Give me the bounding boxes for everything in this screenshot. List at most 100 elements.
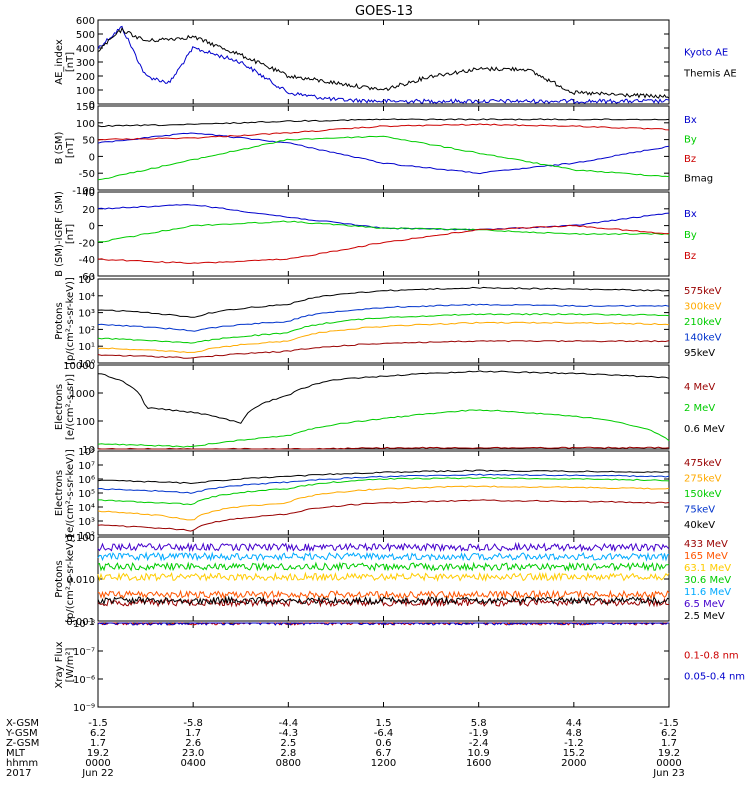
x-tick-label: 0800 [276,758,301,769]
panel-frame [97,19,670,105]
y-tick-label: 10⁻⁷ [73,647,95,658]
x-row-label: 2017 [6,768,31,779]
y-tick-label: 10² [78,531,95,542]
y-tick-label: 10⁸ [78,447,95,458]
x-tick-label: 2.8 [280,748,296,759]
legend-item: 0.6 MeV [684,424,725,435]
y-axis-label-line: B (SM) [54,131,65,164]
series-line-475kev [97,499,670,532]
series-line-kyoto-ae [97,25,670,105]
legend-item: By [684,230,697,241]
legend-item: Bz [684,251,696,262]
x-row-label: X-GSM [6,718,39,729]
legend-item: Bz [684,154,696,165]
y-axis-label: Xray Flux[W/m²] [54,641,76,688]
panel-frame [97,105,670,191]
y-axis-label-line: Protons [54,302,65,339]
y-tick-label: 0 [89,100,95,111]
x-tick-label: -2.4 [469,738,489,749]
series-line-210kev [97,313,670,344]
y-tick-label: -60 [79,272,95,283]
x-tick-label: -1.5 [88,718,108,729]
y-tick-label: 200 [76,72,95,83]
x-tick-label: 0.6 [376,738,392,749]
x-tick-label: 1.5 [376,718,392,729]
x-tick-label: 2.6 [185,738,201,749]
legend-item: 275keV [684,473,722,484]
panel-electrons-kev: 10⁸10⁷10⁶10⁵10⁴10³10²Electrons[e/(cm²-s-… [54,447,722,542]
y-tick-label: 10⁴ [78,503,95,514]
y-tick-label: 0.001 [66,617,95,628]
series-line-140kev [97,303,670,332]
x-row-label: MLT [6,748,26,759]
series-line-4-mev [97,446,670,450]
y-axis-label-line: [W/m²] [65,647,76,682]
legend-item: 2.5 MeV [684,611,725,622]
legend-item: By [684,134,697,145]
series-line-30-6-mev [97,561,670,572]
panel-frame [97,536,670,622]
x-row-label: Y-GSM [5,728,38,739]
x-tick-label: 4.4 [566,718,582,729]
x-tick-label: Jun 23 [652,768,685,779]
y-axis-label-line: AE_index [54,39,65,85]
series-line-40kev [97,469,670,485]
series-line-575kev [97,340,670,359]
x-row-label: Z-GSM [6,738,39,749]
legend-item: 575keV [684,286,722,297]
x-tick-label: 10.9 [468,748,490,759]
x-tick-label: 0000 [656,758,681,769]
y-tick-label: 400 [76,44,95,55]
y-axis-label-line: [e/(cm²-s-sr)] [65,374,76,440]
series-line-6-5-mev [97,541,670,553]
y-axis-label-line: Electrons [54,384,65,430]
y-axis-label-line: [p/(cm²-s-sr-keV)] [65,535,76,623]
x-tick-label: -1.2 [564,738,584,749]
y-axis-label-line: [nT] [65,138,76,158]
panel-b-sm: 150 100 50 0 -50 -100 B (SM)[nT] Bx By Bz Bmag [54,102,713,197]
x-tick-label: -5.8 [183,718,203,729]
legend-item: 150keV [684,489,722,500]
y-tick-label: 500 [76,30,95,41]
y-tick-label: 10⁰ [78,359,95,370]
series-line-165-mev [97,589,670,600]
y-tick-label: 10000 [63,361,95,372]
series-line-bx [97,132,670,175]
y-tick-label: 10⁷ [78,461,95,472]
legend-item: 30.6 MeV [684,575,731,586]
legend-item: 140keV [684,333,722,344]
y-tick-label: 100 [76,86,95,97]
x-tick-label: 19.2 [87,748,109,759]
legend-item: 0.1-0.8 nm [684,651,739,662]
x-tick-label: -4.3 [279,728,299,739]
x-tick-label: 6.2 [90,728,106,739]
x-tick-label: 2000 [561,758,586,769]
x-tick-label: Jun 22 [81,768,114,779]
y-tick-label: 10⁻⁸ [73,619,95,630]
x-row-label: hhmm [6,758,38,769]
panel-xray: 10⁻⁸ 10⁻⁷ 10⁻⁶ 10⁻⁹ Xray Flux[W/m²] 0.1-0.8 n… [54,619,745,714]
y-tick-label: 10⁵ [78,489,95,500]
series-line-0-6-mev [97,370,670,424]
legend-item: 475keV [684,458,722,469]
x-tick-label: 15.2 [563,748,585,759]
y-tick-label: 0.100 [66,533,95,544]
panel-frame [97,622,670,708]
x-tick-label: 0400 [180,758,205,769]
y-tick-label: 0 [89,152,95,163]
x-tick-label: 23.0 [182,748,204,759]
y-axis-label: Protons[p/(cm²-s-sr-keV)] [54,535,76,623]
legend-item: 11.6 MeV [684,587,731,598]
x-tick-label: 5.8 [471,718,487,729]
y-axis-label: AE_index[nT] [54,39,76,85]
legend-item: 75keV [684,505,715,516]
legend-item: 0.05-0.4 nm [684,672,745,683]
legend-item: 6.5 MeV [684,599,725,610]
legend-item: Themis AE [683,69,737,80]
panel-ae: 600 500 400 300 200 100 0 AE_index[nT] Kyoto AE T… [54,16,737,111]
x-tick-label: -6.4 [374,728,394,739]
series-line-themis-ae [97,27,670,99]
y-tick-label: 0 [89,222,95,233]
